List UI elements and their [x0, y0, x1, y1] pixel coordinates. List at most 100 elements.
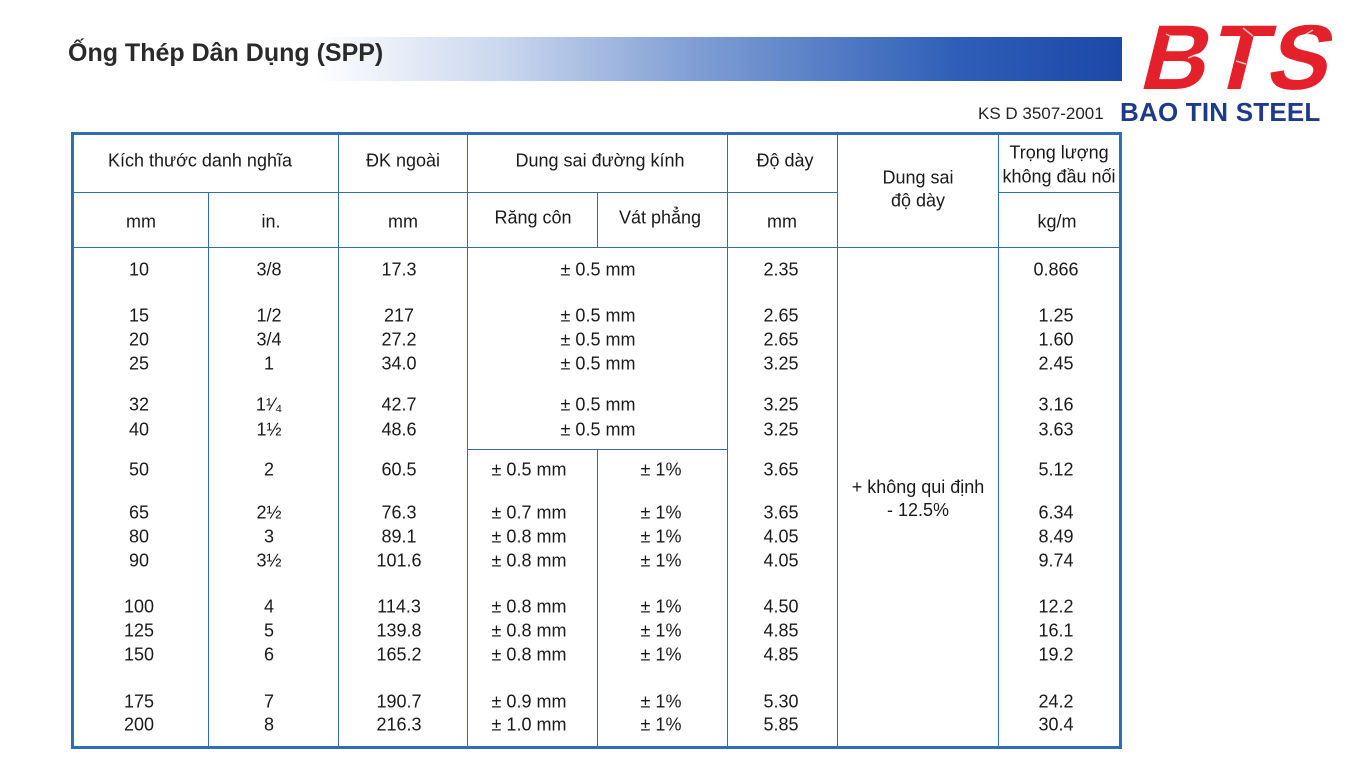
- grid-line: [74, 247, 1119, 248]
- cell-threaded: ± 0.7 mm: [491, 502, 567, 523]
- cell-mm: 125: [123, 620, 155, 641]
- cell-diameter-tolerance: ± 0.5 mm: [560, 353, 636, 374]
- cell-mm: 65: [128, 502, 150, 523]
- cell-in: 3: [263, 526, 275, 547]
- cell-mm: 40: [128, 419, 150, 440]
- cell-in: 5: [263, 620, 275, 641]
- cell-od: 42.7: [381, 394, 417, 415]
- cell-mm: 80: [128, 526, 150, 547]
- bts-logo-icon: BTS: [1132, 6, 1348, 109]
- header-weight-l2: không đầu nối: [1002, 166, 1116, 187]
- cell-thickness: 4.85: [763, 620, 799, 641]
- grid-line: [998, 135, 999, 749]
- cell-od: 48.6: [381, 419, 417, 440]
- cell-weight: 8.49: [1038, 526, 1074, 547]
- cell-weight: 19.2: [1038, 644, 1074, 665]
- grid-line: [467, 135, 468, 749]
- thickness-tolerance-l1: + không qui định: [851, 477, 985, 497]
- thickness-tolerance-l2: - 12.5%: [886, 500, 950, 520]
- standard-code: KS D 3507-2001: [978, 104, 1104, 123]
- grid-line: [74, 192, 837, 193]
- header-thickness-tolerance-l2: độ dày: [890, 190, 946, 211]
- subheader-beveled: Vát phẳng: [618, 207, 702, 228]
- cell-thickness: 2.65: [763, 305, 799, 326]
- cell-weight: 5.12: [1038, 459, 1074, 480]
- cell-in: 1¹⁄₄: [255, 394, 283, 415]
- cell-threaded: ± 1.0 mm: [491, 714, 567, 735]
- cell-diameter-tolerance: ± 0.5 mm: [560, 394, 636, 415]
- grid-line: [837, 135, 838, 749]
- cell-weight: 24.2: [1038, 691, 1074, 712]
- cell-mm: 200: [123, 714, 155, 735]
- cell-weight: 1.60: [1038, 329, 1074, 350]
- cell-weight: 30.4: [1038, 714, 1074, 735]
- header-outer-diameter: ĐK ngoài: [365, 150, 441, 171]
- cell-beveled: ± 1%: [640, 691, 682, 712]
- cell-threaded: ± 0.8 mm: [491, 644, 567, 665]
- cell-thickness: 5.85: [763, 714, 799, 735]
- subheader-od-unit: mm: [388, 211, 418, 232]
- cell-diameter-tolerance: ± 0.5 mm: [560, 329, 636, 350]
- cell-thickness: 2.65: [763, 329, 799, 350]
- cell-od: 76.3: [381, 502, 417, 523]
- cell-od: 60.5: [381, 459, 417, 480]
- cell-beveled: ± 1%: [640, 644, 682, 665]
- cell-mm: 32: [128, 394, 150, 415]
- cell-od: 190.7: [376, 691, 422, 712]
- cell-thickness: 3.25: [763, 353, 799, 374]
- subheader-in: in.: [261, 211, 281, 232]
- grid-line: [338, 135, 339, 749]
- cell-threaded: ± 0.8 mm: [491, 620, 567, 641]
- cell-in: 7: [263, 691, 275, 712]
- cell-beveled: ± 1%: [640, 459, 682, 480]
- subheader-weight-unit: kg/m: [1037, 211, 1077, 232]
- brand-name: BAO TIN STEEL: [1120, 97, 1321, 127]
- cell-diameter-tolerance: ± 0.5 mm: [560, 419, 636, 440]
- cell-in: 3½: [256, 550, 282, 571]
- cell-od: 139.8: [376, 620, 422, 641]
- cell-od: 165.2: [376, 644, 422, 665]
- cell-mm: 150: [123, 644, 155, 665]
- cell-od: 89.1: [381, 526, 417, 547]
- cell-thickness: 2.35: [763, 259, 799, 280]
- cell-thickness: 3.65: [763, 459, 799, 480]
- cell-od: 17.3: [381, 259, 417, 280]
- cell-thickness: 3.65: [763, 502, 799, 523]
- cell-thickness: 5.30: [763, 691, 799, 712]
- header-weight-l1: Trọng lượng: [1009, 142, 1109, 163]
- cell-in: 3/8: [256, 259, 282, 280]
- cell-weight: 9.74: [1038, 550, 1074, 571]
- cell-threaded: ± 0.8 mm: [491, 596, 567, 617]
- grid-line: [467, 449, 727, 450]
- cell-in: 4: [263, 596, 275, 617]
- cell-in: 2: [263, 459, 275, 480]
- subheader-threaded: Răng côn: [494, 207, 572, 228]
- cell-weight: 3.16: [1038, 394, 1074, 415]
- logo-text: BTS: [1132, 6, 1348, 109]
- subheader-mm: mm: [126, 211, 156, 232]
- cell-thickness: 4.50: [763, 596, 799, 617]
- cell-weight: 2.45: [1038, 353, 1074, 374]
- header-thickness: Độ dày: [756, 150, 814, 171]
- cell-in: 1½: [256, 419, 282, 440]
- cell-weight: 16.1: [1038, 620, 1074, 641]
- cell-mm: 15: [128, 305, 150, 326]
- cell-threaded: ± 0.9 mm: [491, 691, 567, 712]
- grid-line: [727, 135, 728, 749]
- cell-threaded: ± 0.8 mm: [491, 550, 567, 571]
- cell-threaded: ± 0.8 mm: [491, 526, 567, 547]
- page-title: Ống Thép Dân Dụng (SPP): [68, 39, 384, 67]
- cell-mm: 175: [123, 691, 155, 712]
- cell-in: 1: [263, 353, 275, 374]
- cell-weight: 12.2: [1038, 596, 1074, 617]
- cell-thickness: 4.05: [763, 550, 799, 571]
- spec-table: [71, 132, 1122, 749]
- cell-od: 101.6: [376, 550, 422, 571]
- cell-in: 6: [263, 644, 275, 665]
- cell-weight: 6.34: [1038, 502, 1074, 523]
- header-thickness-tolerance-l1: Dung sai: [882, 167, 954, 188]
- cell-thickness: 3.25: [763, 394, 799, 415]
- header-diameter-tolerance: Dung sai đường kính: [515, 150, 685, 171]
- cell-beveled: ± 1%: [640, 526, 682, 547]
- header-nominal-size: Kích thước danh nghĩa: [108, 150, 292, 171]
